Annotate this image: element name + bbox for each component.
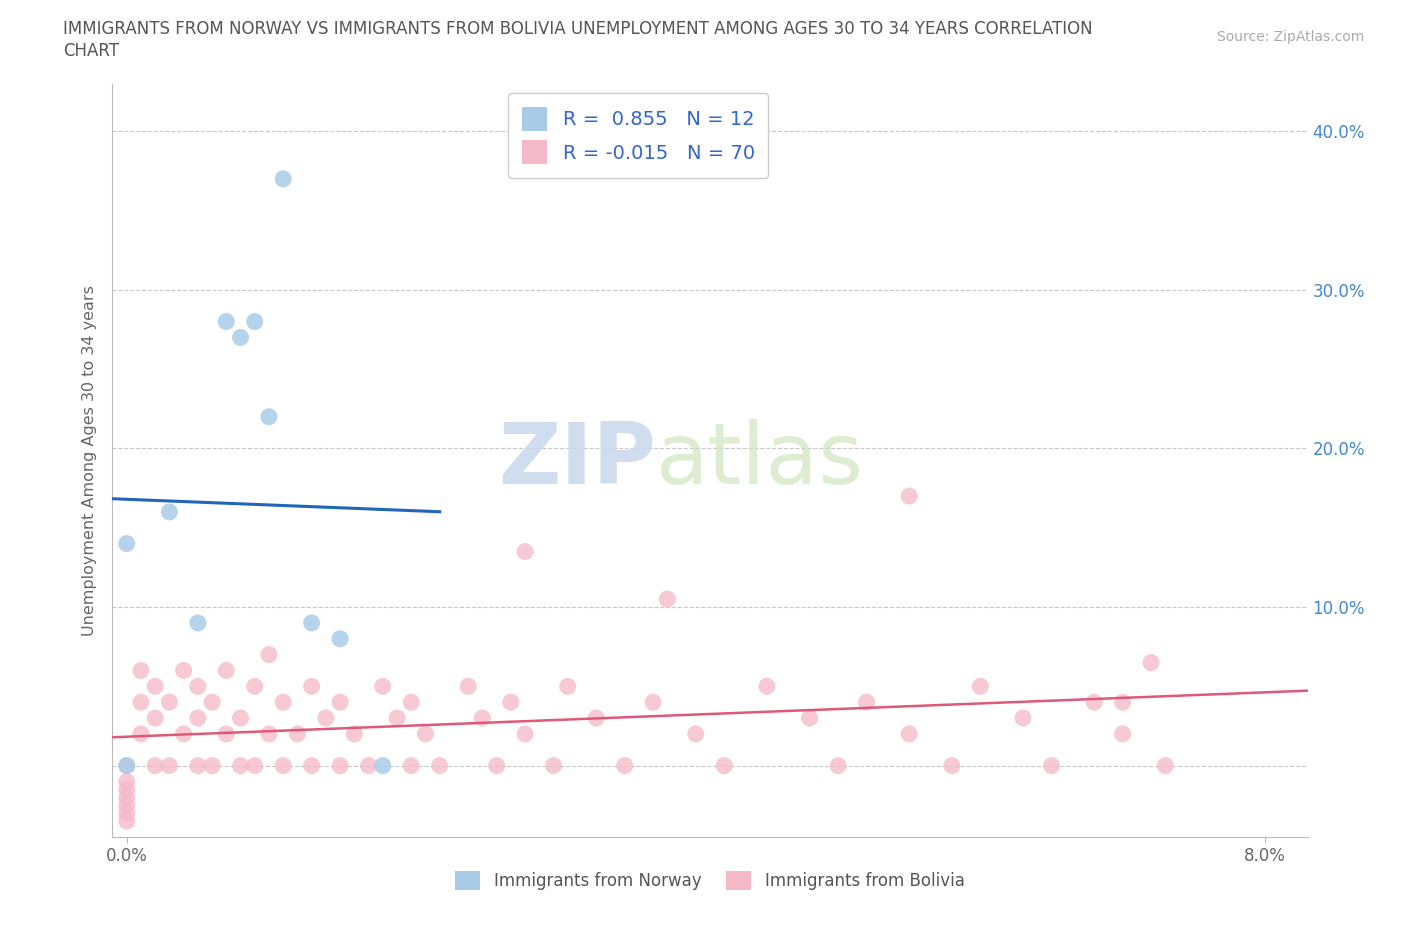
Point (187, 711, 209, 725)
Point (201, 695, 224, 710)
Point (301, 679, 323, 694)
Point (941, 758, 963, 773)
Point (855, 695, 877, 710)
Point (129, 663, 152, 678)
Point (1154, 758, 1177, 773)
Point (143, 758, 166, 773)
Point (215, 726, 238, 741)
Point (457, 679, 479, 694)
Point (157, 695, 180, 710)
Point (471, 711, 494, 725)
Point (173, 663, 195, 678)
Point (643, 695, 665, 710)
Point (271, 758, 294, 773)
Point (898, 488, 921, 503)
Point (229, 711, 252, 725)
Point (371, 758, 394, 773)
Point (713, 758, 735, 773)
Point (115, 790, 138, 804)
Point (115, 805, 138, 820)
Point (129, 726, 152, 741)
Point (257, 647, 280, 662)
Point (143, 711, 166, 725)
Point (287, 726, 309, 741)
Y-axis label: Unemployment Among Ages 30 to 34 years: Unemployment Among Ages 30 to 34 years (82, 285, 97, 636)
Point (115, 798, 138, 813)
Point (1111, 695, 1133, 710)
Point (229, 330, 252, 345)
Point (243, 758, 266, 773)
Point (499, 695, 522, 710)
Text: Source: ZipAtlas.com: Source: ZipAtlas.com (1216, 30, 1364, 44)
Point (201, 758, 224, 773)
Point (187, 679, 209, 694)
Point (143, 679, 166, 694)
Point (1040, 758, 1063, 773)
Text: ZIP: ZIP (499, 418, 657, 502)
Point (271, 695, 294, 710)
Point (1111, 726, 1133, 741)
Point (755, 679, 778, 694)
Point (157, 504, 180, 519)
Point (173, 726, 195, 741)
Point (301, 616, 323, 631)
Point (343, 726, 366, 741)
Point (115, 814, 138, 829)
Text: CHART: CHART (63, 42, 120, 60)
Point (115, 537, 138, 551)
Point (513, 544, 536, 559)
Point (115, 758, 138, 773)
Point (257, 409, 280, 424)
Point (257, 726, 280, 741)
Point (827, 758, 849, 773)
Point (115, 782, 138, 797)
Point (969, 679, 991, 694)
Point (385, 711, 408, 725)
Point (401, 695, 423, 710)
Text: atlas: atlas (657, 418, 865, 502)
Point (329, 631, 352, 646)
Legend: Immigrants from Norway, Immigrants from Bolivia: Immigrants from Norway, Immigrants from … (449, 864, 972, 897)
Point (229, 758, 252, 773)
Point (585, 711, 607, 725)
Point (187, 616, 209, 631)
Point (357, 758, 380, 773)
Point (401, 758, 423, 773)
Point (1140, 655, 1163, 670)
Point (513, 726, 536, 741)
Point (129, 695, 152, 710)
Point (429, 758, 451, 773)
Point (243, 314, 266, 329)
Point (215, 663, 238, 678)
Point (371, 679, 394, 694)
Point (685, 726, 707, 741)
Point (243, 679, 266, 694)
Point (415, 726, 437, 741)
Point (187, 758, 209, 773)
Point (799, 711, 821, 725)
Point (215, 314, 238, 329)
Point (898, 726, 921, 741)
Text: IMMIGRANTS FROM NORWAY VS IMMIGRANTS FROM BOLIVIA UNEMPLOYMENT AMONG AGES 30 TO : IMMIGRANTS FROM NORWAY VS IMMIGRANTS FRO… (63, 20, 1092, 38)
Point (271, 171, 294, 186)
Point (613, 758, 636, 773)
Point (115, 758, 138, 773)
Point (557, 679, 579, 694)
Point (329, 758, 352, 773)
Point (301, 758, 323, 773)
Point (1083, 695, 1105, 710)
Point (315, 711, 337, 725)
Point (485, 758, 508, 773)
Point (1012, 711, 1035, 725)
Point (543, 758, 565, 773)
Point (657, 591, 679, 606)
Point (115, 774, 138, 789)
Point (157, 758, 180, 773)
Point (329, 695, 352, 710)
